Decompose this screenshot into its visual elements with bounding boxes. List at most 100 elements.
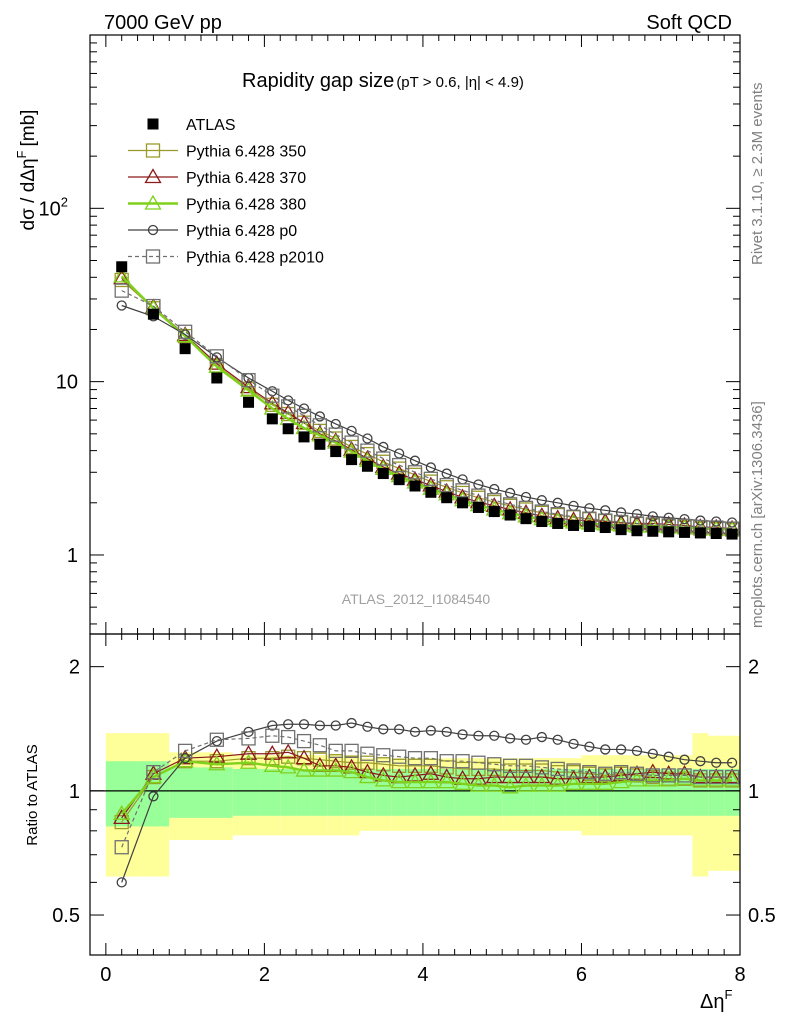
data-point [599, 522, 611, 534]
ratio-point-1 [549, 769, 567, 785]
ratio-point-3 [615, 744, 627, 755]
ratio-point-0 [344, 755, 359, 770]
data-point [282, 423, 294, 435]
series-point-3 [211, 352, 222, 363]
series-point-3 [631, 509, 643, 520]
ratio-point-4 [471, 755, 486, 770]
ratio-point-4 [391, 749, 407, 764]
ratio-point-3 [711, 757, 722, 768]
main-panel-series [113, 261, 741, 540]
data-point [472, 501, 484, 513]
ratio-point-2 [675, 769, 694, 785]
data-point [179, 343, 191, 355]
ratio-point-4 [693, 769, 708, 785]
legend-label: Pythia 6.428 p0 [186, 223, 297, 240]
ratio-point-4 [360, 746, 375, 761]
series-point-4 [177, 324, 193, 339]
ratio-point-2 [438, 773, 456, 789]
ratio-point-2 [533, 776, 551, 792]
series-point-4 [391, 457, 407, 473]
ratio-point-3 [726, 757, 738, 768]
ratio-point-2 [358, 768, 377, 784]
ratio-point-4 [534, 760, 549, 775]
ratio-point-3 [378, 724, 389, 735]
ratio-point-1 [723, 768, 741, 784]
ratio-point-0 [328, 754, 343, 769]
legend-marker [147, 118, 159, 130]
ratio-point-2 [469, 776, 488, 792]
data-point [266, 413, 278, 425]
series-point-2 [239, 381, 258, 397]
y-tick-label: 102 [39, 194, 68, 220]
legend-marker [144, 194, 162, 210]
data-point [631, 525, 643, 537]
ratio-point-4 [328, 743, 343, 759]
series-point-4 [209, 349, 224, 364]
series-point-4 [328, 427, 343, 442]
ratio-point-3 [568, 738, 579, 749]
ratio-point-1 [596, 768, 614, 784]
ratio-point-3 [346, 717, 357, 729]
ratio-point-4 [114, 840, 129, 855]
ratio-band-inner [232, 768, 261, 816]
mcplots-label: mcplots.cern.ch [arXiv:1306.3436] [749, 401, 766, 628]
series-point-4 [439, 477, 454, 493]
ratio-band-inner [454, 768, 471, 816]
series-point-4 [241, 373, 256, 388]
ratio-point-2 [517, 776, 535, 792]
ratio-point-3 [663, 751, 674, 762]
data-point [694, 527, 706, 539]
data-point [568, 519, 580, 531]
ratio-point-3 [600, 744, 611, 755]
ratio-band-inner [200, 767, 233, 818]
ratio-point-4 [209, 732, 224, 747]
ratio-point-4 [281, 729, 296, 745]
data-point [710, 528, 722, 540]
ratio-point-4 [312, 738, 328, 753]
ratio-y-tick-label-left: 1 [69, 781, 80, 803]
analysis-watermark: ATLAS_2012_I1084540 [342, 591, 491, 607]
series-point-4 [376, 451, 391, 466]
series-point-4 [265, 388, 280, 403]
ratio-band-inner [311, 768, 328, 816]
ratio-point-4 [598, 766, 613, 781]
ratio-point-4 [709, 769, 724, 785]
data-point [583, 520, 595, 532]
x-tick-label: 8 [734, 964, 745, 986]
ratio-point-2 [295, 761, 313, 777]
data-point [346, 454, 358, 466]
ratio-y-tick-label-left: 2 [69, 657, 80, 679]
ratio-point-3 [647, 748, 658, 759]
header-energy: 7000 GeV pp [104, 12, 222, 34]
ratio-point-2 [723, 771, 741, 787]
series-point-3 [663, 512, 674, 523]
ratio-point-3 [489, 730, 500, 741]
ratio-point-3 [441, 726, 452, 737]
ratio-point-1 [501, 768, 519, 784]
ratio-point-4 [550, 761, 565, 777]
ratio-y-tick-label-right: 2 [748, 657, 759, 679]
ratio-point-2 [501, 778, 519, 794]
ratio-axis-label: Ratio to ATLAS [24, 744, 41, 845]
legend-marker [145, 143, 161, 158]
x-tick-label: 6 [576, 964, 587, 986]
data-point [314, 438, 326, 450]
data-point [361, 460, 373, 472]
ratio-point-1 [422, 764, 440, 780]
ratio-point-4 [423, 751, 439, 766]
ratio-point-2 [453, 775, 472, 790]
ratio-point-0 [391, 758, 407, 773]
ratio-band-inner [169, 767, 201, 818]
ratio-band-inner [486, 768, 503, 816]
ratio-point-4 [177, 743, 193, 759]
ratio-y-tick-label-left: 0.5 [52, 905, 80, 927]
series-point-4 [296, 408, 312, 423]
ratio-point-2 [374, 771, 392, 787]
ratio-point-2 [406, 773, 424, 789]
ratio-point-3 [520, 734, 532, 745]
ratio-point-1 [707, 768, 725, 784]
ratio-point-3 [536, 731, 547, 743]
ratio-point-3 [283, 719, 294, 730]
ratio-band-inner [343, 768, 360, 816]
ratio-band-inner [359, 768, 376, 816]
